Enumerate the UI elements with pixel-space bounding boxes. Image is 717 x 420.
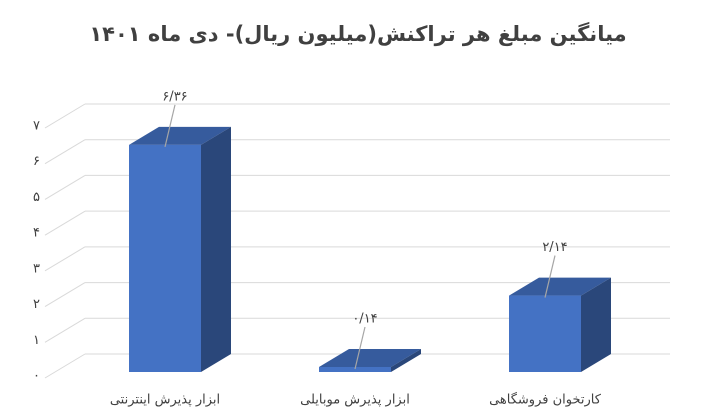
chart-title: میانگین مبلغ هر تراکنش(میلیون ریال)- دی … xyxy=(89,21,626,46)
grid-line xyxy=(44,139,86,165)
x-tick-label: ابزار پذیرش موبایلی xyxy=(300,393,410,408)
bar-side xyxy=(391,349,421,372)
grid-line xyxy=(44,282,86,308)
data-label: ۶/۳۶ xyxy=(162,89,187,104)
bar xyxy=(509,295,581,372)
grid-line xyxy=(44,317,86,343)
bar xyxy=(129,144,201,372)
y-tick-label: ۳ xyxy=(33,261,40,276)
y-tick-label: ۷ xyxy=(33,119,40,134)
bar-top xyxy=(319,349,421,367)
grid-line xyxy=(44,353,86,379)
data-label: ۲/۱۴ xyxy=(542,240,567,255)
grid-line xyxy=(44,103,86,129)
x-tick-label: کارتخوان فروشگاهی xyxy=(489,392,602,408)
bar xyxy=(319,367,391,372)
bar-top xyxy=(129,126,231,145)
y-tick-label: ۴ xyxy=(33,226,40,241)
x-tick-label: ابزار پذیرش اینترنتی xyxy=(110,393,220,408)
bar-top xyxy=(509,277,611,296)
leader-line xyxy=(544,255,556,298)
data-label: ۰/۱۴ xyxy=(352,312,377,327)
bar-side xyxy=(581,277,611,372)
grid-line xyxy=(44,246,86,272)
grid-line xyxy=(44,210,86,236)
bar-side xyxy=(201,126,231,372)
y-tick-label: ۶ xyxy=(33,154,40,169)
y-tick-label: ۲ xyxy=(33,297,40,312)
y-tick-label: ۵ xyxy=(33,190,40,205)
grid-line xyxy=(44,174,86,200)
y-tick-label: ۱ xyxy=(33,333,40,348)
leader-line xyxy=(354,326,366,370)
y-tick-label: ۰ xyxy=(33,369,40,384)
leader-line xyxy=(164,104,176,147)
